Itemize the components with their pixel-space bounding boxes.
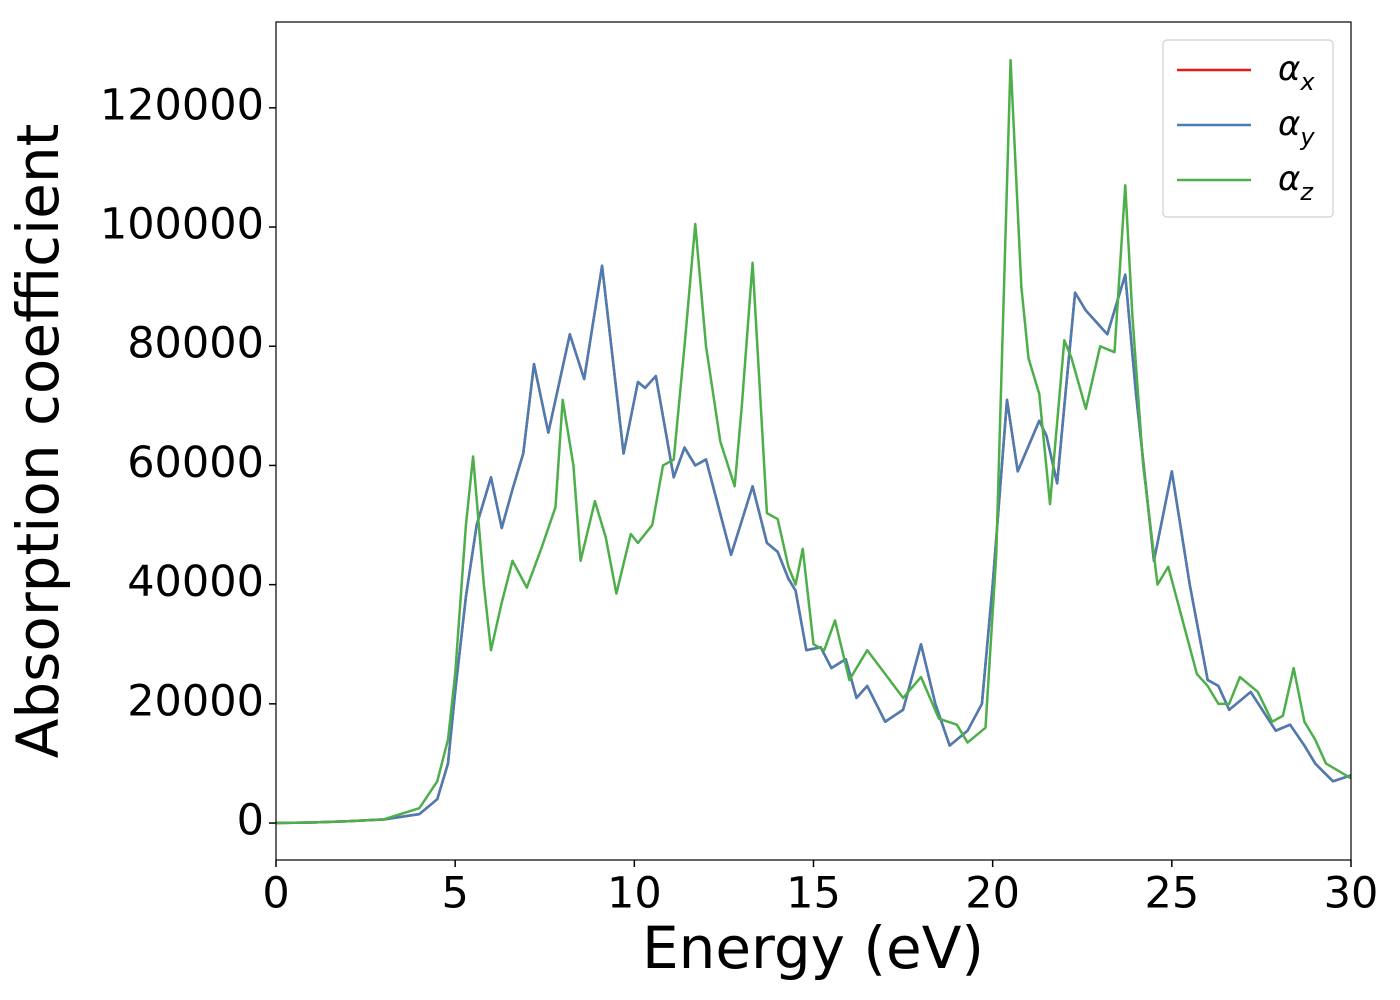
data-line	[275, 264, 1352, 825]
legend-label: αx	[1278, 49, 1315, 96]
legend-label: αy	[1278, 104, 1315, 151]
y-tick-label: 120000	[100, 80, 264, 130]
y-tick-label: 100000	[100, 200, 264, 250]
x-tick-label: 15	[786, 869, 841, 919]
y-tick-label: 60000	[127, 438, 264, 488]
plot-frame	[275, 21, 1352, 861]
y-tick-label: 80000	[127, 319, 264, 369]
legend-label: αz	[1278, 159, 1314, 206]
x-tick-label: 5	[441, 869, 468, 919]
x-tick-label: 25	[1144, 869, 1199, 919]
x-tick-label: 10	[607, 869, 662, 919]
x-tick-label: 20	[965, 869, 1020, 919]
y-tick-label: 40000	[127, 557, 264, 607]
legend-box	[1162, 39, 1334, 218]
y-tick-label: 0	[237, 796, 264, 846]
y-axis-label: Absorption coefficient	[4, 124, 72, 759]
data-line	[275, 58, 1352, 825]
data-line	[275, 264, 1352, 825]
x-axis-label: Energy (eV)	[642, 914, 984, 982]
x-tick-label: 0	[262, 869, 289, 919]
y-tick-label: 20000	[127, 676, 264, 726]
x-tick-label: 30	[1324, 869, 1379, 919]
